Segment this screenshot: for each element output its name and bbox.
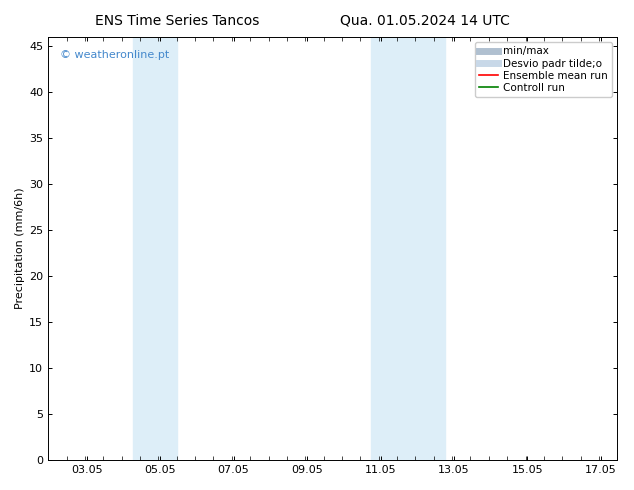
Text: ENS Time Series Tancos: ENS Time Series Tancos — [95, 14, 260, 28]
Bar — [372, 37, 445, 460]
Text: © weatheronline.pt: © weatheronline.pt — [60, 50, 169, 60]
Bar — [133, 37, 177, 460]
Legend: min/max, Desvio padr tilde;o, Ensemble mean run, Controll run: min/max, Desvio padr tilde;o, Ensemble m… — [475, 42, 612, 97]
Y-axis label: Precipitation (mm/6h): Precipitation (mm/6h) — [15, 188, 25, 309]
Text: Qua. 01.05.2024 14 UTC: Qua. 01.05.2024 14 UTC — [340, 14, 510, 28]
